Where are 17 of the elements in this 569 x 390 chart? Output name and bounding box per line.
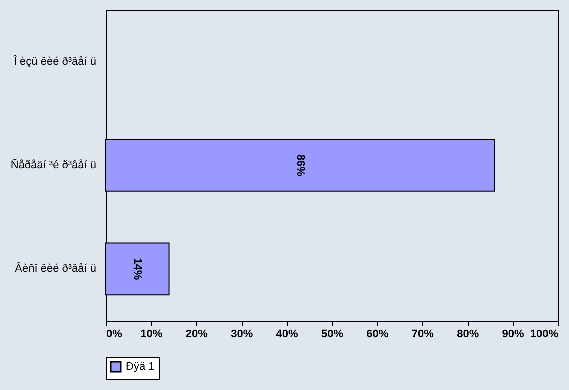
data-label: 86% — [294, 154, 306, 177]
x-tick-label: 10% — [140, 328, 163, 340]
x-tick-label: 60% — [366, 328, 389, 340]
y-tick-label: Î èçü êèé ð³âåí ü — [12, 54, 96, 68]
legend-label: Ðÿä 1 — [126, 361, 155, 373]
x-tick-label: 40% — [276, 328, 299, 340]
data-label: 14% — [132, 258, 144, 280]
x-tick-label: 50% — [321, 328, 344, 340]
x-tick-label: 90% — [502, 328, 525, 340]
y-tick-label: Âèñî êèé ð³âåí ü — [15, 262, 96, 276]
x-tick-label: 0% — [106, 328, 123, 340]
x-tick-label: 100% — [530, 328, 559, 340]
y-tick-label: Ñåðåäí ³é ð³âåí ü — [10, 158, 96, 172]
x-tick-label: 30% — [231, 328, 254, 340]
x-tick-label: 80% — [457, 328, 480, 340]
x-tick-label: 20% — [186, 328, 208, 340]
x-tick-label: 70% — [412, 328, 434, 340]
